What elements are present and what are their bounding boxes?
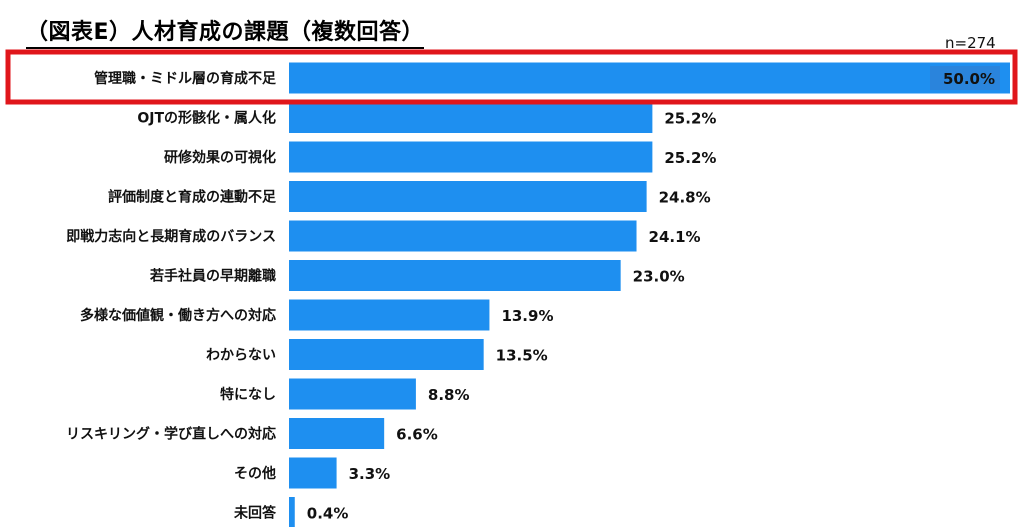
value-label: 0.4%: [307, 505, 349, 523]
category-label: 即戦力志向と長期育成のバランス: [66, 228, 276, 245]
value-label: 6.6%: [396, 426, 438, 444]
value-label: 13.5%: [496, 347, 548, 365]
value-label: 13.9%: [501, 307, 553, 325]
category-label: 未回答: [234, 505, 277, 522]
category-label: 特になし: [220, 386, 276, 403]
bar: [289, 220, 637, 252]
value-label-background: [930, 66, 1000, 90]
value-label: 24.8%: [659, 189, 711, 207]
bar: [289, 339, 484, 370]
bar: [289, 260, 621, 291]
bar: [289, 299, 490, 331]
value-label: 8.8%: [428, 386, 470, 404]
value-label: 25.2%: [664, 110, 716, 128]
chart-title: （図表E）人材育成の課題（複数回答）: [26, 14, 425, 49]
category-label: 多様な価値観・働き方への対応: [80, 307, 276, 324]
category-label: 研修効果の可視化: [164, 149, 276, 166]
value-label: 50.0%: [943, 70, 995, 88]
bar: [289, 181, 647, 212]
value-label: 3.3%: [349, 465, 391, 483]
category-label: リスキリング・学び直しへの対応: [66, 426, 276, 443]
sample-size-label: n=274: [945, 34, 996, 52]
value-label: 23.0%: [633, 268, 685, 286]
category-label: わからない: [206, 348, 276, 364]
value-label: 25.2%: [664, 149, 716, 167]
category-label: OJTの形骸化・属人化: [137, 110, 276, 127]
category-label: 若手社員の早期離職: [149, 268, 276, 285]
bar: [289, 497, 295, 527]
bar: [289, 62, 1010, 94]
bar: [289, 102, 653, 133]
category-label: その他: [234, 465, 276, 482]
bar: [289, 418, 385, 449]
bar: [289, 457, 337, 489]
category-label: 評価制度と育成の連動不足: [108, 189, 277, 206]
category-label: 管理職・ミドル層の育成不足: [94, 70, 277, 87]
bar: [289, 141, 653, 173]
highlight-box: [5, 49, 1018, 105]
value-label: 24.1%: [649, 228, 701, 246]
bar: [289, 378, 416, 410]
